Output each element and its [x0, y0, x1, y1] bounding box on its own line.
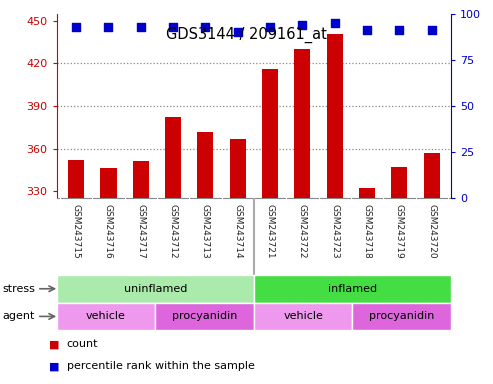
Point	[428, 27, 436, 33]
Text: GSM243723: GSM243723	[330, 204, 339, 259]
Bar	[68, 160, 84, 198]
Point	[331, 20, 339, 26]
Bar	[262, 69, 278, 198]
Text: GSM243720: GSM243720	[427, 204, 436, 259]
Text: GSM243718: GSM243718	[362, 204, 372, 259]
Text: vehicle: vehicle	[283, 311, 323, 321]
Bar	[57, 303, 155, 330]
Text: GSM243716: GSM243716	[104, 204, 113, 259]
Bar	[359, 188, 375, 198]
Bar	[230, 139, 246, 198]
Bar	[57, 275, 254, 303]
Text: GSM243714: GSM243714	[233, 204, 242, 259]
Point	[137, 24, 144, 30]
Bar	[352, 303, 451, 330]
Text: agent: agent	[2, 311, 35, 321]
Point	[298, 22, 306, 28]
Point	[105, 24, 112, 30]
Point	[202, 24, 210, 30]
Text: procyanidin: procyanidin	[172, 311, 237, 321]
Text: vehicle: vehicle	[86, 311, 126, 321]
Text: ■: ■	[49, 339, 60, 349]
Text: ■: ■	[49, 361, 60, 371]
Text: GSM243721: GSM243721	[266, 204, 275, 259]
Bar	[391, 167, 407, 198]
Bar	[101, 168, 116, 198]
Bar	[254, 303, 352, 330]
Text: GSM243712: GSM243712	[169, 204, 177, 259]
Text: uninflamed: uninflamed	[124, 284, 187, 294]
Text: GDS3144 / 209161_at: GDS3144 / 209161_at	[166, 27, 327, 43]
Bar	[294, 49, 311, 198]
Text: procyanidin: procyanidin	[369, 311, 434, 321]
Text: GSM243719: GSM243719	[395, 204, 404, 259]
Point	[266, 24, 274, 30]
Point	[234, 29, 242, 35]
Point	[169, 24, 177, 30]
Text: GSM243713: GSM243713	[201, 204, 210, 259]
Text: percentile rank within the sample: percentile rank within the sample	[67, 361, 254, 371]
Bar	[155, 303, 254, 330]
Text: stress: stress	[2, 284, 35, 294]
Text: GSM243717: GSM243717	[136, 204, 145, 259]
Point	[363, 27, 371, 33]
Bar	[254, 275, 451, 303]
Point	[395, 27, 403, 33]
Bar	[133, 161, 149, 198]
Text: GSM243715: GSM243715	[71, 204, 80, 259]
Bar	[327, 34, 343, 198]
Bar	[423, 153, 440, 198]
Bar	[197, 131, 213, 198]
Text: GSM243722: GSM243722	[298, 204, 307, 259]
Point	[72, 24, 80, 30]
Text: count: count	[67, 339, 98, 349]
Bar	[165, 118, 181, 198]
Text: inflamed: inflamed	[328, 284, 377, 294]
